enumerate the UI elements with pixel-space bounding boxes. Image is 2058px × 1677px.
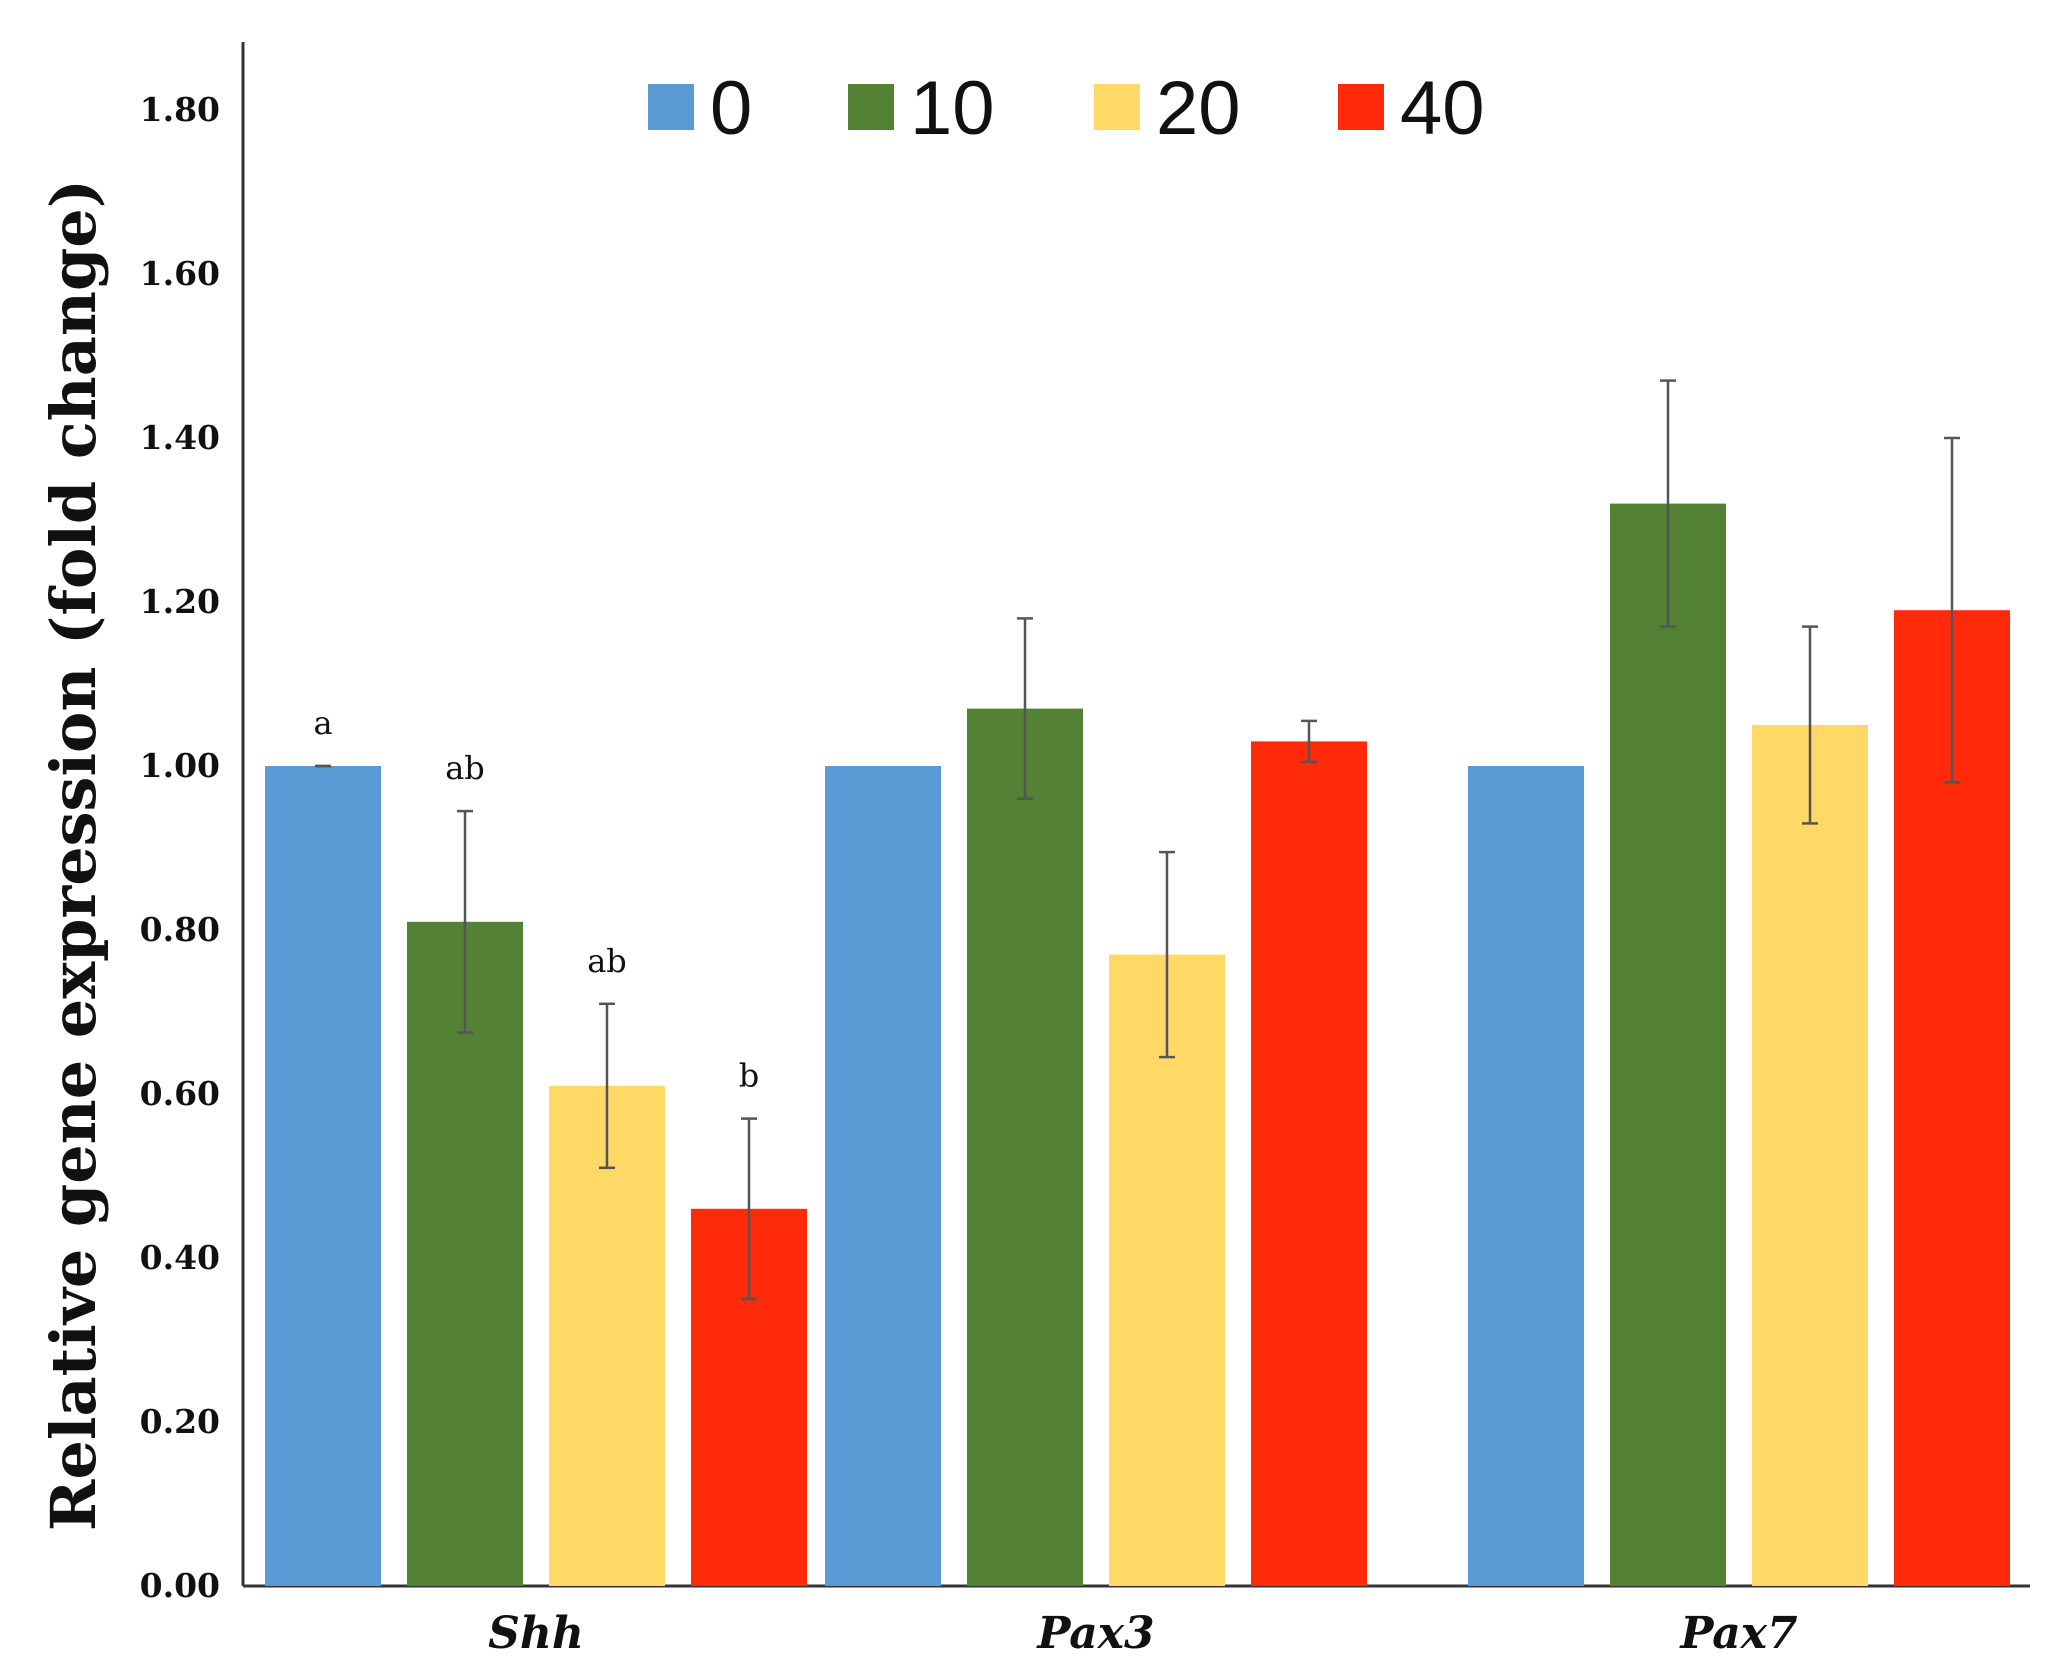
bar-pax7-10 (1610, 503, 1726, 1587)
y-tick-label: 0.40 (140, 1238, 220, 1277)
bar-pax3-20 (1109, 954, 1225, 1586)
legend-label-10: 10 (910, 66, 995, 151)
legend-label-40: 40 (1400, 66, 1485, 151)
labels: 0.00 0.20 0.40 0.60 0.80 1.00 1.20 1.40 1.60 1.80… (37, 90, 1798, 1659)
legend-swatch-40 (1338, 84, 1384, 130)
bar-pax7-0 (1468, 766, 1584, 1586)
bars (265, 503, 2010, 1587)
legend: 0 10 20 40 (648, 66, 1485, 151)
bar-pax3-0 (825, 766, 941, 1586)
legend-label-20: 20 (1156, 66, 1241, 151)
significance-label: ab (587, 942, 627, 980)
y-tick-label: 0.60 (140, 1074, 220, 1113)
significance-label: a (313, 704, 332, 742)
y-tick-label: 1.60 (140, 254, 220, 293)
x-tick-label-shh: Shh (488, 1608, 584, 1659)
y-tick-label: 1.00 (140, 746, 220, 785)
y-axis-title: Relative gene expression (fold change) (37, 179, 110, 1531)
legend-swatch-0 (648, 84, 694, 130)
bar-shh-0 (265, 766, 381, 1586)
x-tick-label-pax3: Pax3 (1035, 1608, 1154, 1659)
y-tick-label: 0.20 (140, 1402, 220, 1441)
y-tick-label: 1.20 (140, 582, 220, 621)
bar-pax7-20 (1752, 725, 1868, 1586)
legend-swatch-10 (848, 84, 894, 130)
bar-pax3-40 (1251, 741, 1367, 1586)
bar-pax3-10 (967, 708, 1083, 1586)
legend-label-0: 0 (710, 66, 752, 151)
y-tick-label: 0.80 (140, 910, 220, 949)
error-bars (315, 379, 1960, 1301)
bar-shh-20 (549, 1085, 665, 1586)
significance-label: ab (445, 749, 485, 787)
significance-label: b (739, 1057, 759, 1095)
y-tick-label: 1.80 (140, 90, 220, 129)
x-tick-label-pax7: Pax7 (1678, 1608, 1798, 1659)
y-tick-label: 1.40 (140, 418, 220, 457)
legend-swatch-20 (1094, 84, 1140, 130)
y-tick-label: 0.00 (140, 1566, 220, 1605)
